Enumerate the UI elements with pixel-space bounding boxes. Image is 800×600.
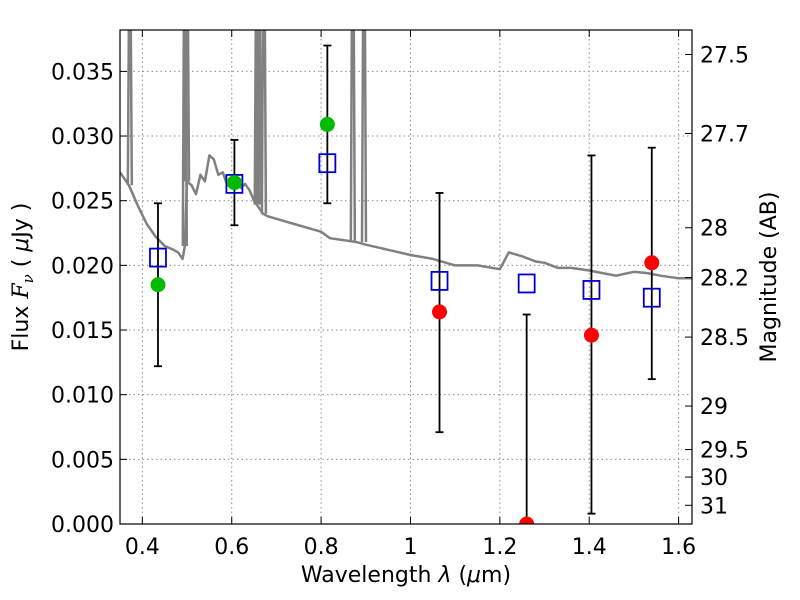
model-photometry-square (642, 287, 661, 308)
observed-flux-point (226, 175, 242, 191)
y-tick-label: 0.035 (51, 60, 114, 85)
x-tick-label: 0.4 (125, 535, 160, 560)
plot-area (120, 30, 692, 524)
model-photometry-square (318, 153, 337, 174)
y-axis-title: Flux Fν ( μJy ) (9, 203, 37, 352)
emission-line-spike (349, 30, 357, 241)
y-tick-label: 0.030 (51, 125, 114, 150)
grid (120, 30, 692, 525)
model-photometry-square (225, 173, 244, 194)
emission-line-spike (260, 30, 268, 214)
observed-flux-point (583, 327, 599, 343)
x-tick-label: 1.2 (482, 535, 517, 560)
model-sed-line (120, 154, 692, 280)
model-photometry-square (582, 280, 601, 300)
y2-tick-label: 27.7 (700, 122, 749, 147)
x-tick-label: 1 (403, 535, 417, 560)
model-photometry-square (430, 270, 449, 291)
y2-tick-label: 28 (700, 217, 728, 242)
emission-line-spike (183, 30, 191, 182)
x-tick-label: 1.6 (661, 535, 696, 560)
x-tick-label: 0.6 (214, 535, 249, 560)
y-tick-label: 0.010 (51, 384, 114, 409)
y2-tick-label: 28.5 (700, 326, 749, 351)
observed-flux-point (519, 516, 535, 524)
y-tick-label: 0.000 (51, 513, 114, 538)
plot-frame (119, 29, 693, 525)
y-tick-label: 0.025 (51, 190, 114, 215)
y2-tick-label: 28.2 (700, 267, 749, 292)
y2-tick-label: 29 (700, 395, 728, 420)
observed-flux-point (432, 304, 448, 320)
emission-line-spike (360, 30, 368, 243)
y-tick-label: 0.020 (51, 254, 114, 279)
y2-tick-label: 30 (700, 466, 728, 491)
observed-flux-point (319, 116, 335, 132)
y2-tick-label: 27.5 (700, 43, 749, 68)
model-photometry-square (149, 247, 167, 268)
y-tick-label: 0.005 (51, 448, 114, 473)
y2-tick-label: 31 (700, 494, 728, 519)
emission-line-spike (126, 30, 134, 186)
observed-flux-point (644, 255, 660, 271)
x-tick-label: 1.4 (572, 535, 607, 560)
y-tick-label: 0.015 (51, 319, 114, 344)
observed-flux-point (150, 277, 166, 293)
x-axis-title: Wavelength λ (μm) (301, 563, 511, 588)
model-photometry-square (517, 273, 536, 294)
y2-axis-title: Magnitude (AB) (757, 192, 782, 363)
x-tick-label: 0.8 (304, 535, 339, 560)
y2-tick-label: 29.5 (700, 439, 749, 464)
axes: 0.4 0.6 0.8 1 1.2 1.4 1.6 0.000 0.005 0.010 0.015 0… (51, 30, 749, 560)
emission-line-spike (255, 30, 263, 205)
